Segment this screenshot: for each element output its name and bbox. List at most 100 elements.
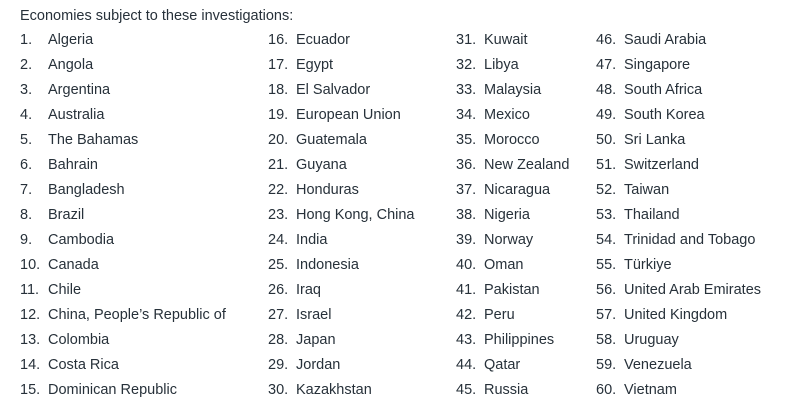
list-item-label: Honduras (296, 182, 359, 198)
list-item: 14. Costa Rica (20, 353, 264, 378)
list-item-label: Guatemala (296, 132, 367, 148)
list-item: 59. Venezuela (596, 353, 796, 378)
list-item: 13. Colombia (20, 328, 264, 353)
list-item-number: 5. (20, 132, 33, 148)
list-item-label: Oman (484, 257, 524, 273)
list-item-number: 54. (596, 232, 617, 248)
list-item: 27. Israel (268, 303, 454, 328)
page-title: Economies subject to these investigation… (20, 8, 294, 24)
list-item: 58. Uruguay (596, 328, 796, 353)
list-item-number: 8. (20, 207, 33, 223)
list-item-number: 16. (268, 32, 289, 48)
list-item: 36. New Zealand (456, 153, 594, 178)
list-item: 8. Brazil (20, 203, 264, 228)
list-item: 57. United Kingdom (596, 303, 796, 328)
list-item-label: Ecuador (296, 32, 351, 48)
list-item-label: India (296, 232, 328, 248)
list-item-label: Angola (48, 57, 94, 73)
list-item-number: 45. (456, 382, 477, 398)
list-item: 39. Norway (456, 228, 594, 253)
list-item-label: Singapore (624, 57, 691, 73)
list-item: 30. Kazakhstan (268, 378, 454, 403)
list-item: 19. European Union (268, 103, 454, 128)
list-item-label: Jordan (296, 357, 341, 373)
list-item-label: Mexico (484, 107, 530, 123)
list-item-label: Cambodia (48, 232, 115, 248)
list-item-number: 50. (596, 132, 617, 148)
list-item-label: New Zealand (484, 157, 570, 173)
list-item-number: 7. (20, 182, 33, 198)
list-item-label: Morocco (484, 132, 540, 148)
list-item: 44. Qatar (456, 353, 594, 378)
list-item: 24. India (268, 228, 454, 253)
list-item-number: 59. (596, 357, 617, 373)
list-item: 41. Pakistan (456, 278, 594, 303)
list-item-label: Türkiye (624, 257, 672, 273)
list-item-number: 23. (268, 207, 289, 223)
list-item-label: South Africa (624, 82, 703, 98)
list-item: 26. Iraq (268, 278, 454, 303)
list-item: 45. Russia (456, 378, 594, 403)
list-item-label: United Arab Emirates (624, 282, 762, 298)
list-item-number: 19. (268, 107, 289, 123)
list-item: 21. Guyana (268, 153, 454, 178)
list-item-number: 55. (596, 257, 617, 273)
list-item-number: 38. (456, 207, 477, 223)
list-item: 1. Algeria (20, 28, 264, 53)
list-item: 23. Hong Kong, China (268, 203, 454, 228)
list-item-label: Vietnam (624, 382, 677, 398)
list-item: 9. Cambodia (20, 228, 264, 253)
list-item-number: 46. (596, 32, 617, 48)
list-item: 3. Argentina (20, 78, 264, 103)
list-item-label: Guyana (296, 157, 347, 173)
list-item-number: 15. (20, 382, 41, 398)
list-item-number: 2. (20, 57, 33, 73)
list-item: 12. China, People’s Republic of (20, 303, 264, 328)
list-item: 56. United Arab Emirates (596, 278, 796, 303)
list-item-label: Taiwan (624, 182, 670, 198)
list-item-number: 9. (20, 232, 33, 248)
list-item-number: 4. (20, 107, 33, 123)
list-item-number: 18. (268, 82, 289, 98)
list-item: 47. Singapore (596, 53, 796, 78)
list-item-number: 37. (456, 182, 477, 198)
list-item: 48. South Africa (596, 78, 796, 103)
list-item: 35. Morocco (456, 128, 594, 153)
list-item-number: 35. (456, 132, 477, 148)
list-item-number: 27. (268, 307, 289, 323)
list-item: 20. Guatemala (268, 128, 454, 153)
list-item-number: 20. (268, 132, 289, 148)
economy-list-column-2: 16. Ecuador 17. Egypt 18. El Salvador 19. Europ… (268, 28, 454, 403)
list-item: 38. Nigeria (456, 203, 594, 228)
list-item-number: 53. (596, 207, 617, 223)
list-item-number: 52. (596, 182, 617, 198)
list-item-label: Saudi Arabia (624, 32, 707, 48)
list-item-number: 17. (268, 57, 289, 73)
list-item-number: 43. (456, 332, 477, 348)
list-item-label: Indonesia (296, 257, 359, 273)
list-item: 32. Libya (456, 53, 594, 78)
list-item-label: The Bahamas (48, 132, 139, 148)
list-item-number: 60. (596, 382, 617, 398)
list-item: 2. Angola (20, 53, 264, 78)
list-item: 51. Switzerland (596, 153, 796, 178)
list-item-number: 57. (596, 307, 617, 323)
list-item: 40. Oman (456, 253, 594, 278)
list-item: 33. Malaysia (456, 78, 594, 103)
list-item-label: Venezuela (624, 357, 692, 373)
list-item: 16. Ecuador (268, 28, 454, 53)
list-item-number: 1. (20, 32, 33, 48)
list-item: 4. Australia (20, 103, 264, 128)
list-item-label: South Korea (624, 107, 705, 123)
list-item-number: 14. (20, 357, 41, 373)
list-item-label: Chile (48, 282, 82, 298)
list-item-number: 33. (456, 82, 477, 98)
list-item: 22. Honduras (268, 178, 454, 203)
list-item: 49. South Korea (596, 103, 796, 128)
list-item: 54. Trinidad and Tobago (596, 228, 796, 253)
list-item-label: Malaysia (484, 82, 542, 98)
list-item-label: Bangladesh (48, 182, 125, 198)
list-item-number: 44. (456, 357, 477, 373)
list-item: 25. Indonesia (268, 253, 454, 278)
list-item-label: Qatar (484, 357, 521, 373)
